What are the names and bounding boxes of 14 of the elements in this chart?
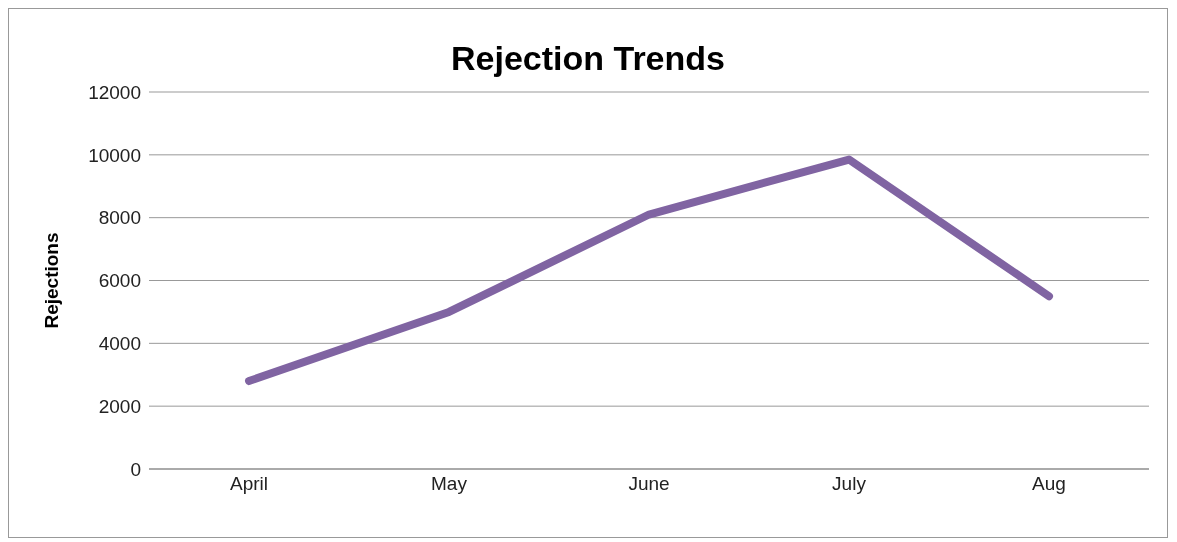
y-tick-label: 6000 bbox=[98, 270, 141, 292]
y-tick-label: 8000 bbox=[98, 207, 141, 229]
y-tick-label: 2000 bbox=[98, 395, 141, 417]
y-tick-label: 12000 bbox=[88, 81, 141, 103]
y-tick-label: 4000 bbox=[98, 333, 141, 355]
x-tick-label: Aug bbox=[1032, 473, 1066, 495]
y-tick-label: 10000 bbox=[88, 144, 141, 166]
x-tick-label: May bbox=[431, 473, 468, 495]
y-axis-title: Rejections bbox=[40, 232, 62, 329]
x-tick-label: July bbox=[832, 473, 867, 495]
chart-title: Rejection Trends bbox=[451, 39, 725, 77]
y-tick-label: 0 bbox=[130, 458, 141, 480]
x-tick-label: April bbox=[229, 473, 269, 495]
x-tick-label: June bbox=[628, 473, 670, 495]
